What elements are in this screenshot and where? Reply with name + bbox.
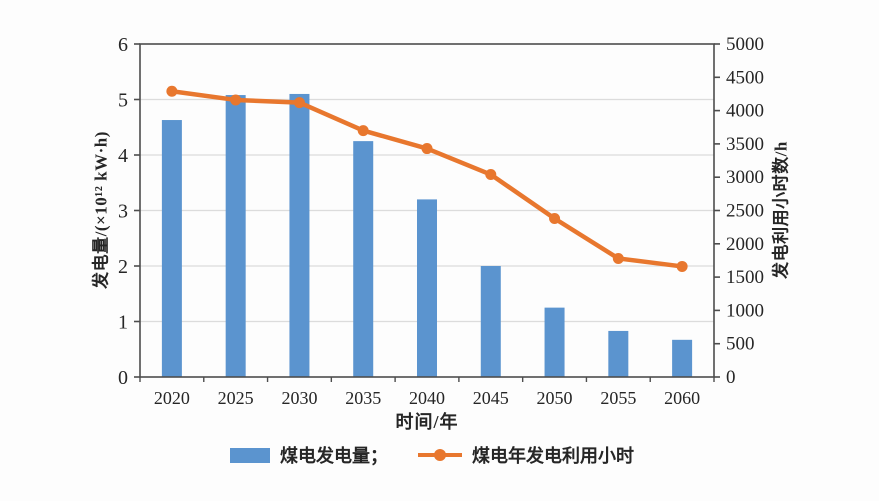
- left-tick-label: 1: [118, 312, 128, 334]
- left-axis-title: 发电量/(×10¹² kW·h): [91, 131, 111, 289]
- bar-series: [161, 93, 693, 377]
- line-marker: [230, 94, 242, 106]
- left-tick-label: 4: [118, 145, 128, 167]
- right-tick-label: 3500: [726, 134, 764, 155]
- bar: [480, 266, 501, 377]
- line-marker: [676, 260, 688, 272]
- bar: [289, 93, 310, 377]
- line-marker: [166, 85, 178, 97]
- bar: [161, 120, 182, 377]
- x-tick-label: 2020: [154, 388, 190, 408]
- line-series: [166, 85, 688, 272]
- right-tick-label: 4000: [726, 101, 764, 122]
- x-axis-title: 时间/年: [395, 412, 459, 432]
- bar: [353, 141, 374, 377]
- left-tick-label: 3: [118, 201, 128, 223]
- x-tick-label: 2035: [345, 388, 381, 408]
- left-tick-label: 0: [118, 367, 128, 389]
- legend-label-line: 煤电年发电利用小时: [472, 446, 634, 466]
- legend-label-bar: 煤电发电量；: [280, 446, 388, 466]
- line-marker: [549, 212, 561, 224]
- right-tick-label: 4500: [726, 67, 764, 88]
- x-tick-label: 2025: [218, 388, 254, 408]
- right-tick-label: 500: [726, 334, 755, 355]
- line-marker: [357, 125, 369, 137]
- line-dot-swatch-icon: [418, 448, 462, 462]
- tick-labels: 0 1 2 3 4 5 6 0 500 1000 1500 2000 2500 3000 3500 4000 4…: [118, 34, 764, 408]
- bar: [225, 95, 246, 377]
- right-tick-label: 2000: [726, 234, 764, 255]
- bar: [544, 307, 565, 377]
- right-tick-label: 1000: [726, 300, 764, 321]
- axes: [134, 43, 720, 382]
- x-tick-label: 2045: [473, 388, 509, 408]
- line-marker: [612, 252, 624, 264]
- line-marker: [421, 143, 433, 155]
- line-marker: [293, 97, 305, 109]
- bar: [608, 330, 629, 377]
- x-tick-label: 2030: [281, 388, 317, 408]
- left-tick-label: 6: [118, 34, 128, 56]
- right-tick-label: 5000: [726, 34, 764, 55]
- right-tick-label: 3000: [726, 167, 764, 188]
- legend-item-line: 煤电年发电利用小时: [418, 442, 634, 468]
- right-tick-label: 0: [726, 367, 736, 388]
- right-tick-label: 2500: [726, 201, 764, 222]
- bar: [417, 199, 437, 377]
- left-tick-label: 2: [118, 256, 128, 278]
- bar: [672, 339, 693, 377]
- x-tick-label: 2060: [664, 388, 700, 408]
- right-tick-label: 1500: [726, 267, 764, 288]
- legend-item-bar: 煤电发电量；: [230, 442, 388, 468]
- bar-swatch-icon: [230, 447, 270, 463]
- x-tick-label: 2040: [409, 388, 445, 408]
- x-tick-label: 2055: [600, 388, 636, 408]
- left-tick-label: 5: [118, 90, 128, 112]
- x-tick-label: 2050: [537, 388, 573, 408]
- legend: 煤电发电量； 煤电年发电利用小时: [230, 442, 634, 468]
- right-axis-title: 发电利用小时数/h: [771, 141, 791, 279]
- line-marker: [485, 169, 497, 181]
